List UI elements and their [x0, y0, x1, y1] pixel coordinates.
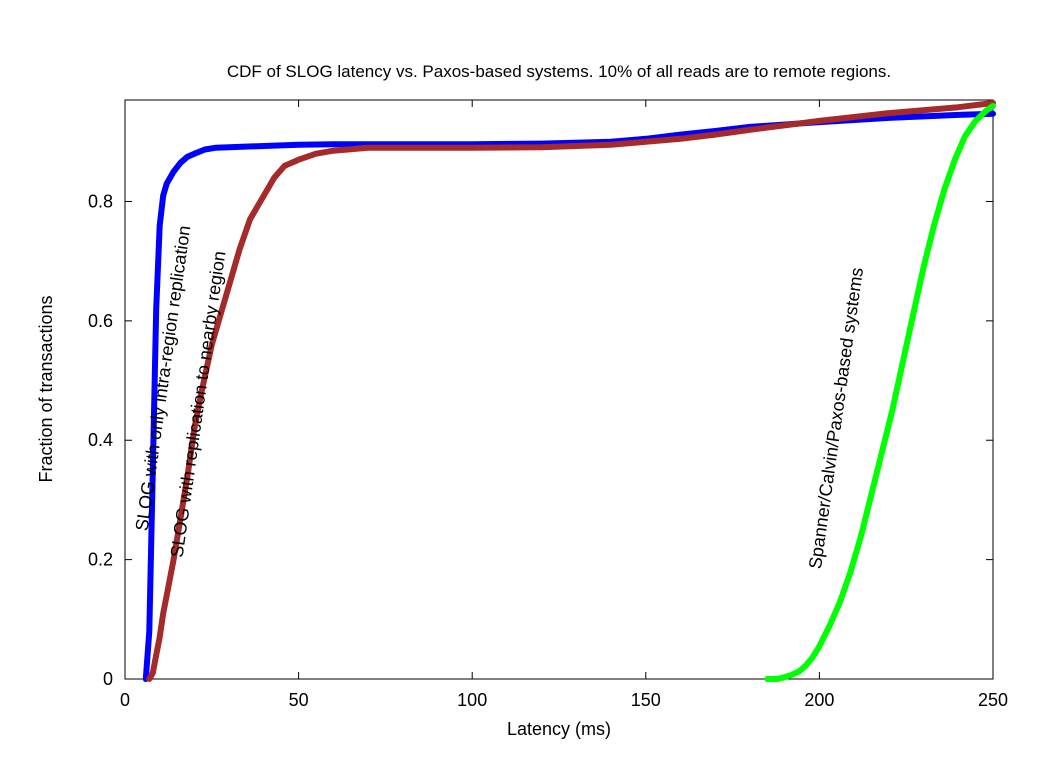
axis-ticks: 0 50 100 150 200 250 0 0.2 0.4 0.6 0.8: [88, 100, 1008, 710]
series-line-paxos-systems: [764, 103, 996, 682]
series-layer: [142, 100, 996, 682]
plot-frame: [124, 99, 994, 680]
series-line-slog-nearby-region: [146, 100, 996, 682]
y-tick-label: 0: [103, 669, 113, 689]
y-tick-label: 0.4: [88, 430, 113, 450]
x-tick-label: 150: [631, 690, 661, 710]
chart-title: CDF of SLOG latency vs. Paxos-based syst…: [227, 62, 891, 81]
y-tick-label: 0.8: [88, 191, 113, 211]
y-tick-label: 0.6: [88, 311, 113, 331]
x-tick-label: 0: [120, 690, 130, 710]
x-tick-label: 100: [457, 690, 487, 710]
x-tick-label: 200: [804, 690, 834, 710]
y-tick-label: 0.2: [88, 550, 113, 570]
x-tick-label: 50: [289, 690, 309, 710]
annotation-paxos-systems: Spanner/Calvin/Paxos-based systems: [805, 266, 867, 570]
x-axis-label: Latency (ms): [507, 719, 611, 739]
x-tick-label: 250: [978, 690, 1008, 710]
annotation-layer: SLOG with only intra-region replicationS…: [132, 224, 867, 570]
y-axis-label: Fraction of transactions: [36, 295, 56, 482]
series-line-slog-intra-region: [142, 110, 996, 682]
